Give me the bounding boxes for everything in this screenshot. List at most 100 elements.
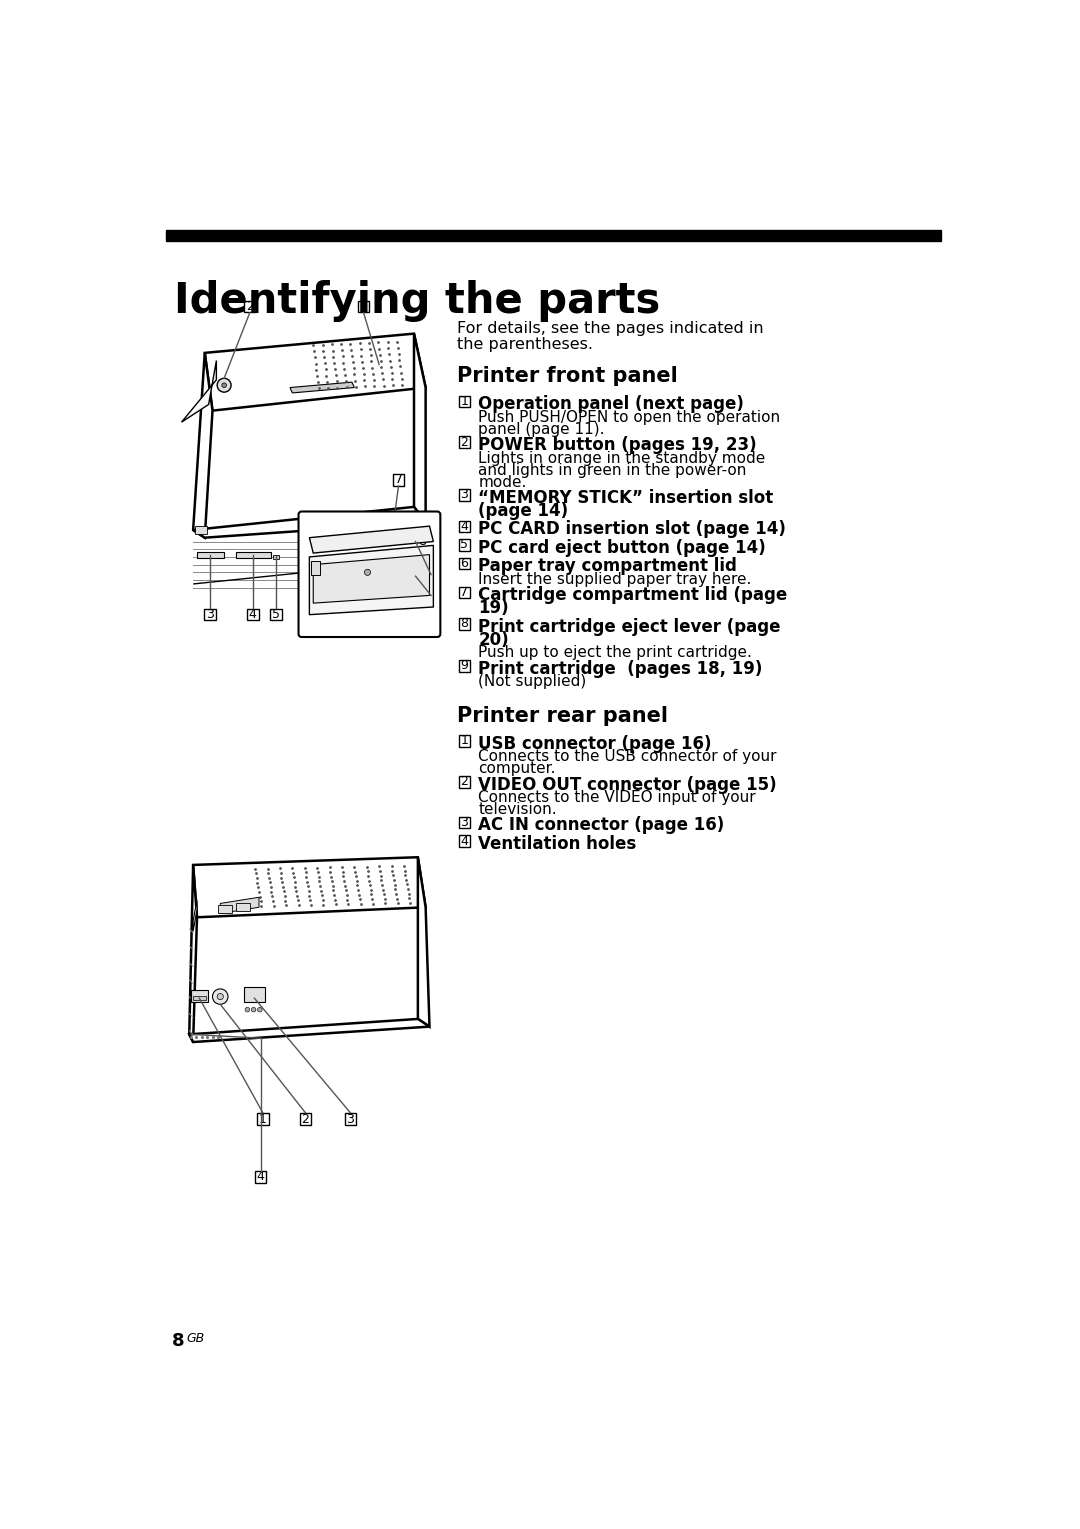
Bar [308, 609, 319, 621]
Text: Push PUSH/OPEN to open the operation: Push PUSH/OPEN to open the operation [478, 410, 781, 425]
Text: 8: 8 [460, 618, 469, 630]
Text: 7: 7 [394, 474, 403, 486]
Text: 5: 5 [272, 609, 280, 621]
Polygon shape [414, 333, 426, 523]
Text: Print cartridge eject lever (page: Print cartridge eject lever (page [478, 618, 781, 636]
Text: Print cartridge  (pages 18, 19): Print cartridge (pages 18, 19) [478, 659, 762, 677]
Text: Operation panel (next page): Operation panel (next page) [478, 394, 744, 413]
Bar [197, 552, 225, 558]
Text: 1: 1 [259, 1113, 267, 1125]
Polygon shape [193, 899, 197, 931]
Text: 1: 1 [360, 300, 367, 313]
Text: 4: 4 [248, 609, 257, 621]
Text: “MEMORY STICK” insertion slot: “MEMORY STICK” insertion slot [478, 489, 773, 506]
Text: 3: 3 [206, 609, 214, 621]
Text: 20): 20) [478, 631, 509, 648]
Bar [195, 526, 207, 534]
Text: Printer front panel: Printer front panel [457, 365, 677, 385]
Bar [235, 904, 249, 911]
Bar [299, 1113, 311, 1125]
Text: Identifying the parts: Identifying the parts [174, 280, 660, 321]
Bar [459, 540, 470, 550]
Circle shape [217, 378, 231, 391]
Text: 19): 19) [478, 599, 509, 618]
Text: 2: 2 [460, 436, 469, 448]
Bar [459, 521, 470, 532]
Bar [459, 396, 470, 407]
Bar [257, 1113, 269, 1125]
Bar [247, 609, 258, 621]
Circle shape [364, 569, 370, 575]
Text: 3: 3 [460, 816, 469, 829]
Bar [459, 436, 470, 448]
Polygon shape [309, 526, 433, 553]
Text: 9: 9 [418, 570, 426, 583]
Bar [244, 301, 256, 312]
Text: Paper tray compartment lid: Paper tray compartment lid [478, 557, 738, 575]
Bar [166, 231, 941, 242]
Text: USB connector (page 16): USB connector (page 16) [478, 735, 712, 752]
Circle shape [221, 382, 227, 387]
Text: panel (page 11).: panel (page 11). [478, 422, 605, 437]
Text: VIDEO OUT connector (page 15): VIDEO OUT connector (page 15) [478, 775, 777, 794]
Text: Connects to the USB connector of your: Connects to the USB connector of your [478, 749, 777, 764]
FancyBboxPatch shape [298, 512, 441, 638]
Bar [393, 474, 404, 486]
Text: POWER button (pages 19, 23): POWER button (pages 19, 23) [478, 436, 757, 454]
Text: mode.: mode. [478, 474, 527, 489]
Text: 6: 6 [309, 609, 318, 621]
Text: 3: 3 [347, 1113, 354, 1125]
Text: Cartridge compartment lid (page: Cartridge compartment lid (page [478, 586, 787, 604]
Text: 2: 2 [301, 1113, 310, 1125]
Bar [459, 558, 470, 569]
Bar [273, 555, 279, 560]
Circle shape [245, 1008, 249, 1012]
Polygon shape [189, 865, 197, 1043]
Text: Insert the supplied paper tray here.: Insert the supplied paper tray here. [478, 572, 752, 587]
Text: the parentheses.: the parentheses. [457, 338, 593, 353]
Text: AC IN connector (page 16): AC IN connector (page 16) [478, 816, 725, 835]
Text: 5: 5 [460, 538, 469, 552]
Bar [459, 587, 470, 598]
Bar [345, 1113, 356, 1125]
Polygon shape [193, 508, 426, 538]
Circle shape [257, 1008, 262, 1012]
Bar [311, 561, 321, 575]
Bar [235, 552, 271, 558]
Circle shape [252, 1008, 256, 1012]
Bar [416, 535, 428, 547]
Text: Connects to the VIDEO input of your: Connects to the VIDEO input of your [478, 790, 756, 806]
Text: PC card eject button (page 14): PC card eject button (page 14) [478, 538, 766, 557]
Text: television.: television. [478, 803, 557, 816]
Polygon shape [193, 353, 213, 538]
Bar [459, 835, 470, 847]
Text: For details, see the pages indicated in: For details, see the pages indicated in [457, 321, 764, 335]
Text: 8: 8 [418, 535, 426, 547]
Text: PC CARD insertion slot (page 14): PC CARD insertion slot (page 14) [478, 520, 786, 538]
Text: GB: GB [187, 1332, 205, 1346]
Text: 6: 6 [460, 557, 469, 570]
Text: 4: 4 [257, 1170, 265, 1183]
Bar [459, 735, 470, 746]
Text: Lights in orange in the standby mode: Lights in orange in the standby mode [478, 451, 766, 466]
Bar [243, 986, 266, 1001]
Polygon shape [220, 898, 259, 913]
Bar [357, 301, 369, 312]
Text: and lights in green in the power-on: and lights in green in the power-on [478, 463, 746, 477]
Circle shape [217, 994, 224, 1000]
Polygon shape [181, 361, 216, 422]
Bar [204, 609, 216, 621]
Text: (Not supplied): (Not supplied) [478, 674, 586, 690]
Bar [218, 905, 232, 913]
Text: 3: 3 [460, 488, 469, 502]
Bar [459, 489, 470, 500]
Bar [270, 609, 282, 621]
Circle shape [213, 989, 228, 1005]
Text: 2: 2 [460, 775, 469, 789]
Bar [416, 570, 428, 583]
Text: Push up to eject the print cartridge.: Push up to eject the print cartridge. [478, 645, 752, 661]
Text: computer.: computer. [478, 761, 556, 777]
Bar [255, 1171, 267, 1182]
Text: 4: 4 [460, 835, 469, 847]
Polygon shape [193, 858, 426, 917]
